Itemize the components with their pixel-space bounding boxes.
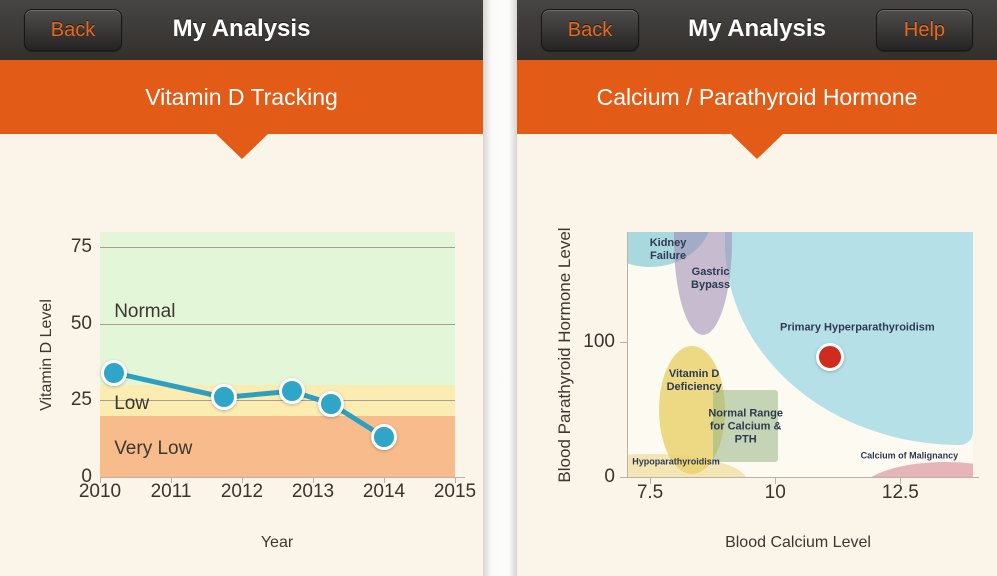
zone-normal	[100, 232, 455, 386]
page-title: My Analysis	[688, 15, 826, 42]
region-label-normal-range-for-calcium-pth: Normal Range for Calcium & PTH	[708, 407, 783, 446]
grid-line	[100, 323, 455, 325]
region-label-calcium-of-malignancy: Calcium of Malignancy	[860, 450, 959, 461]
x-axis-line	[100, 477, 465, 478]
patient-data-point	[816, 342, 845, 371]
right-nav-bar: Back My Analysis Help	[517, 0, 997, 60]
right-banner: Calcium / Parathyroid Hormone	[517, 60, 997, 134]
region-label-gastric-bypass: Gastric Bypass	[691, 266, 731, 292]
y-axis-title: Vitamin D Level	[38, 299, 55, 411]
x-tick-label: 10	[764, 482, 786, 503]
x-tick-label: 2012	[220, 481, 264, 502]
back-button[interactable]: Back	[24, 9, 122, 51]
x-axis-title: Year	[260, 534, 294, 551]
grid-line	[100, 247, 455, 249]
region-label-hypoparathyroidism: Hypoparathyroidism	[632, 456, 720, 467]
y-tick-label: 0	[604, 466, 615, 487]
left-banner-title: Vitamin D Tracking	[145, 84, 338, 110]
plot-area	[627, 232, 973, 477]
page-title: My Analysis	[172, 15, 311, 42]
left-banner: Vitamin D Tracking	[0, 60, 483, 134]
y-axis-title: Blood Parathyroid Hormone Level	[555, 227, 574, 483]
banner-arrow-icon	[731, 134, 783, 159]
data-point-marker	[101, 359, 128, 386]
x-axis-tick	[384, 478, 385, 483]
x-axis-tick	[775, 478, 777, 484]
x-axis-line	[627, 477, 979, 478]
y-tick-label: 100	[583, 330, 615, 352]
left-phone-screen: Back My Analysis Vitamin D Tracking 2010…	[0, 0, 483, 576]
right-phone-screen: Back My Analysis Help Calcium / Parathyr…	[517, 0, 997, 576]
region-calcium-of-malignancy	[857, 461, 973, 477]
y-tick-label: 0	[81, 466, 92, 487]
banner-arrow-icon	[215, 134, 268, 159]
y-tick-label: 50	[70, 312, 92, 334]
y-tick-label: 25	[70, 389, 92, 411]
region-normal-range-for-calcium-pth	[712, 390, 778, 463]
x-axis-tick	[313, 478, 314, 483]
right-banner-title: Calcium / Parathyroid Hormone	[596, 84, 918, 110]
x-tick-label: 2011	[150, 481, 192, 502]
screens-gap	[483, 0, 517, 576]
data-point-marker	[278, 378, 305, 405]
y-axis-line	[627, 232, 628, 477]
data-point-marker	[317, 390, 344, 417]
back-button[interactable]: Back	[541, 9, 639, 51]
zone-label-very-low: Very Low	[114, 438, 193, 460]
x-axis-title: Blood Calcium Level	[725, 534, 871, 551]
calcium-pth-chart: Primary Hyperparathyroidism Kidney Failur…	[517, 0, 997, 576]
grid-line	[100, 400, 455, 402]
x-axis-tick	[242, 478, 243, 483]
y-axis-tick	[620, 341, 627, 343]
x-tick-label: 2015	[433, 481, 477, 502]
x-axis-tick	[900, 478, 902, 484]
x-axis-tick	[100, 478, 101, 483]
zone-label-normal: Normal	[114, 300, 176, 322]
x-axis-tick	[650, 478, 652, 484]
data-point-marker	[211, 384, 238, 411]
left-nav-bar: Back My Analysis	[0, 0, 483, 60]
zone-label-low: Low	[114, 392, 150, 414]
x-tick-label: 2010	[78, 481, 122, 502]
x-axis-tick	[171, 478, 172, 483]
x-tick-label: 2013	[291, 481, 335, 502]
data-point-marker	[371, 424, 397, 451]
y-tick-label: 75	[70, 236, 92, 258]
vitamin-d-chart: 2010 2011 2012 2013 2014 2015 0 25 50 75 Normal Low…	[0, 0, 483, 576]
y-axis-tick	[620, 477, 627, 478]
x-axis-tick	[455, 478, 456, 483]
x-tick-label: 12.5	[881, 482, 919, 503]
region-label-primary-hyperparathyroidism: Primary Hyperparathyroidism	[779, 321, 935, 334]
region-label-kidney-failure: Kidney Failure	[649, 236, 687, 262]
region-label-vitamin-d-deficiency: Vitamin D Deficiency	[666, 367, 722, 393]
x-tick-label: 2014	[362, 481, 406, 502]
x-tick-label: 7.5	[636, 482, 664, 503]
help-button[interactable]: Help	[876, 9, 973, 51]
